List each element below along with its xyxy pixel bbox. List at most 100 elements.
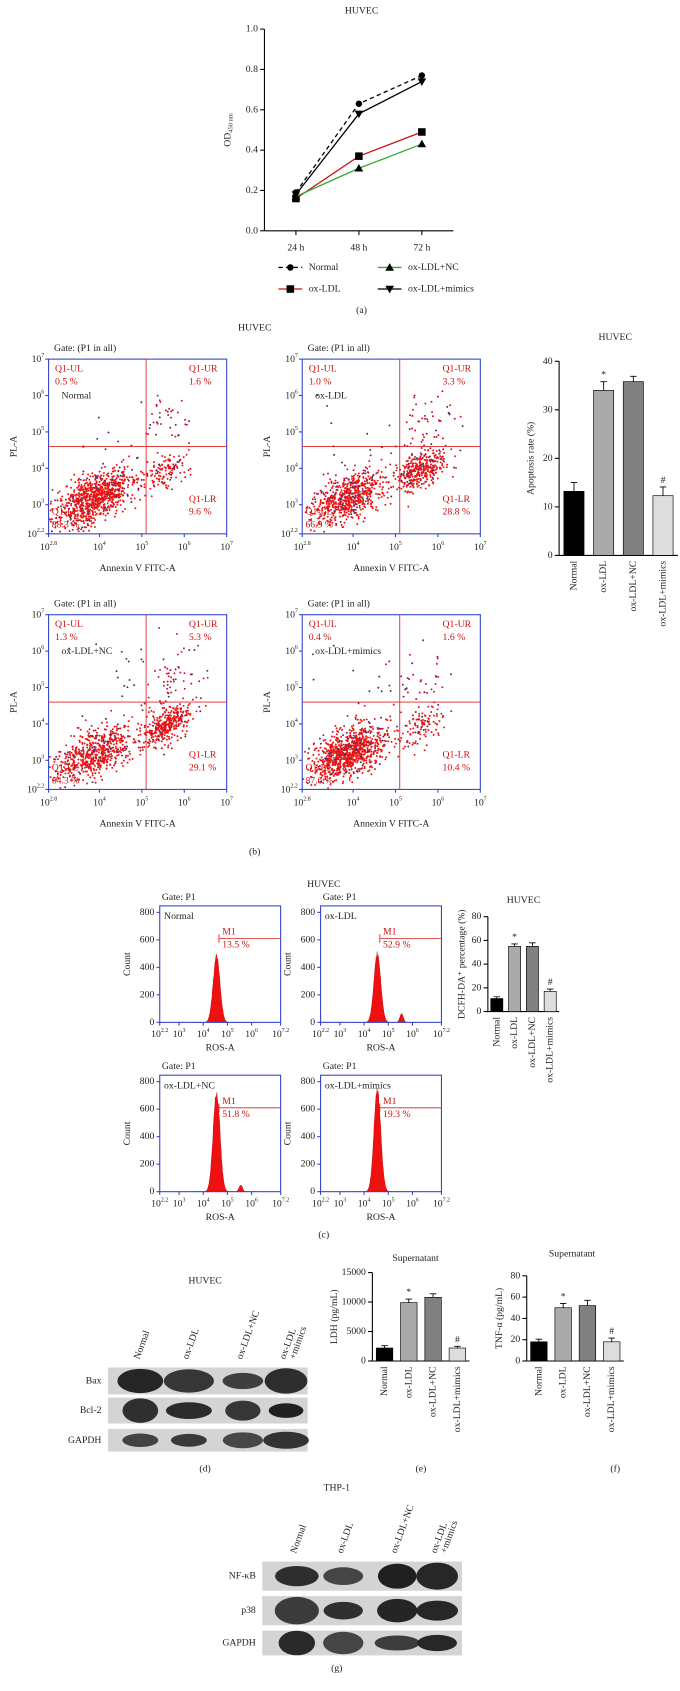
y-tick-label: 40: [511, 1313, 521, 1324]
event-dot: [179, 703, 181, 705]
event-dot: [65, 744, 67, 746]
error-bar: [608, 1338, 614, 1342]
event-dot: [114, 751, 116, 753]
event-dot: [351, 769, 353, 771]
event-dot: [88, 505, 90, 507]
event-dot: [187, 707, 189, 709]
tick-exponent: 6: [441, 796, 444, 802]
event-dot: [111, 757, 113, 759]
event-dot: [177, 654, 179, 656]
event-dot: [414, 724, 416, 726]
y-axis-label: Count: [122, 1121, 133, 1145]
event-dot: [119, 750, 121, 752]
event-dot: [369, 729, 371, 731]
event-dot: [414, 722, 416, 724]
event-dot: [358, 722, 360, 724]
event-dot: [180, 480, 182, 482]
event-dot: [313, 743, 315, 745]
event-dot: [127, 730, 129, 732]
event-dot: [335, 508, 337, 510]
event-dot: [110, 753, 112, 755]
event-dot: [435, 683, 437, 685]
event-dot: [411, 453, 413, 455]
event-dot: [371, 506, 373, 508]
event-dot: [450, 448, 452, 450]
event-dot: [369, 487, 371, 489]
event-dot: [163, 476, 165, 478]
event-dot: [380, 751, 382, 753]
event-dot: [387, 734, 389, 736]
event-dot: [384, 758, 386, 760]
event-dot: [88, 530, 90, 532]
event-dot: [109, 756, 111, 758]
event-dot: [171, 434, 173, 436]
event-dot: [420, 726, 422, 728]
event-dot: [165, 470, 167, 472]
event-dot: [342, 734, 344, 736]
panel-label: (d): [199, 1463, 210, 1474]
y-tick-label: 600: [301, 934, 316, 945]
event-dot: [181, 651, 183, 653]
event-dot: [93, 730, 95, 732]
event-dot: [111, 738, 113, 740]
event-dot: [93, 517, 95, 519]
event-dot: [433, 474, 435, 476]
event-dot: [93, 494, 95, 496]
event-dot: [127, 486, 129, 488]
event-dot: [183, 680, 185, 682]
event-dot: [95, 758, 97, 760]
x-axis-label: ROS-A: [206, 1212, 235, 1223]
y-tick-label: 0: [548, 550, 553, 561]
event-dot: [118, 754, 120, 756]
event-dot: [142, 709, 144, 711]
event-dot: [365, 737, 367, 739]
event-dot: [150, 735, 152, 737]
event-dot: [86, 490, 88, 492]
event-dot: [335, 779, 337, 781]
tick-exponent: 2.2: [37, 528, 44, 534]
event-dot: [159, 416, 161, 418]
x-tick-label: 102.8: [294, 541, 311, 552]
quadrant-percent: 28.8 %: [443, 507, 471, 518]
y-tick-label: 800: [301, 1076, 316, 1087]
event-dot: [49, 766, 51, 768]
gate-label: Gate: P1: [323, 1061, 357, 1072]
tick-exponent: 6: [295, 390, 298, 396]
event-dot: [336, 733, 338, 735]
event-dot: [441, 458, 443, 460]
event-dot: [363, 469, 365, 471]
tick-base: 10: [312, 1198, 322, 1209]
event-dot: [149, 707, 151, 709]
event-dot: [107, 502, 109, 504]
tick-exponent: 2.2: [161, 1198, 168, 1204]
bar: [555, 1308, 572, 1361]
event-dot: [340, 509, 342, 511]
event-dot: [61, 500, 63, 502]
event-dot: [128, 751, 130, 753]
event-dot: [108, 431, 110, 433]
tick-base: 10: [285, 646, 295, 657]
event-dot: [352, 724, 354, 726]
event-dot: [364, 503, 366, 505]
event-dot: [337, 508, 339, 510]
event-dot: [107, 472, 109, 474]
x-tick-label: 106: [406, 1028, 419, 1039]
x-tick-label: 107.2: [272, 1028, 289, 1039]
event-dot: [334, 480, 336, 482]
event-dot: [416, 464, 418, 466]
event-dot: [116, 504, 118, 506]
x-tick-label: 104: [358, 1028, 371, 1039]
event-dot: [410, 480, 412, 482]
event-dot: [327, 473, 329, 475]
tick-exponent: 7.2: [443, 1028, 450, 1034]
event-dot: [359, 513, 361, 515]
event-dot: [345, 766, 347, 768]
event-dot: [336, 770, 338, 772]
event-dot: [346, 477, 348, 479]
event-dot: [348, 478, 350, 480]
tick-exponent: 7.2: [282, 1198, 289, 1204]
event-dot: [437, 461, 439, 463]
event-dot: [156, 717, 158, 719]
event-dot: [349, 506, 351, 508]
